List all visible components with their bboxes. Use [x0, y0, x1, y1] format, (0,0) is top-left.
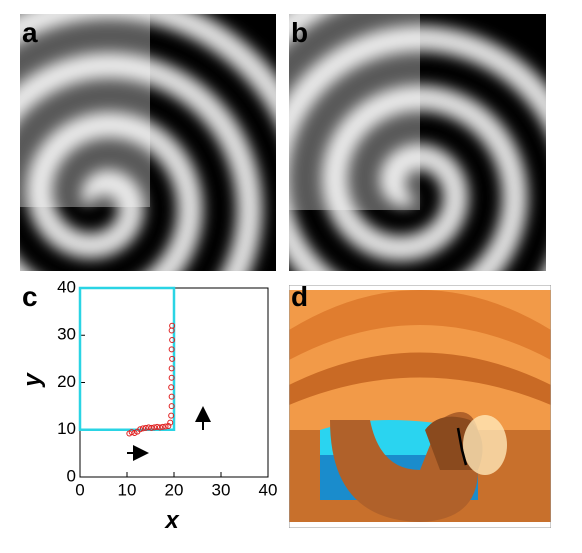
x-tick-label: 40 — [259, 480, 278, 499]
point — [142, 424, 149, 431]
point — [159, 423, 166, 430]
point — [137, 426, 144, 433]
y-tick-label: 40 — [57, 277, 76, 296]
y-tick-label: 0 — [67, 466, 76, 485]
point — [169, 355, 176, 362]
point — [148, 424, 155, 431]
spiral-band — [20, 14, 276, 271]
y-tick-label: 30 — [57, 325, 76, 344]
point — [145, 424, 152, 431]
point — [154, 423, 161, 430]
point — [168, 393, 175, 400]
region — [78, 286, 176, 431]
spiral-image-a — [20, 14, 276, 271]
chart-c: x y 0 10 20 30 40 0 10 20 30 40 — [19, 277, 277, 534]
point — [169, 336, 176, 343]
y-tick-label: 20 — [57, 372, 76, 391]
point — [156, 424, 163, 431]
x-tick-label: 20 — [165, 480, 184, 499]
point — [168, 374, 175, 381]
inset — [289, 14, 420, 210]
spiral-band — [289, 14, 546, 271]
panel-label: a — [22, 17, 38, 48]
inset — [20, 14, 150, 207]
point — [167, 419, 174, 426]
panel-label: b — [291, 17, 308, 48]
point — [162, 423, 169, 430]
point — [131, 430, 138, 437]
x-tick-label: 0 — [75, 480, 84, 499]
point — [168, 365, 175, 372]
point — [165, 422, 172, 429]
x-tick-label: 10 — [118, 480, 137, 499]
y-tick-label: 10 — [57, 419, 76, 438]
point — [169, 322, 176, 329]
panel-label: d — [291, 281, 308, 312]
point — [151, 424, 158, 431]
spiral-image-b — [289, 14, 546, 271]
point — [128, 429, 135, 436]
point — [168, 384, 175, 391]
point — [168, 403, 175, 410]
panel-label: c — [22, 281, 38, 312]
point — [139, 425, 146, 432]
spiral-3d-image — [289, 285, 551, 528]
x-axis-label: x — [163, 507, 180, 534]
x-tick-label: 30 — [212, 480, 231, 499]
y-axis-label: y — [19, 372, 46, 388]
point — [168, 346, 175, 353]
point — [168, 412, 175, 419]
